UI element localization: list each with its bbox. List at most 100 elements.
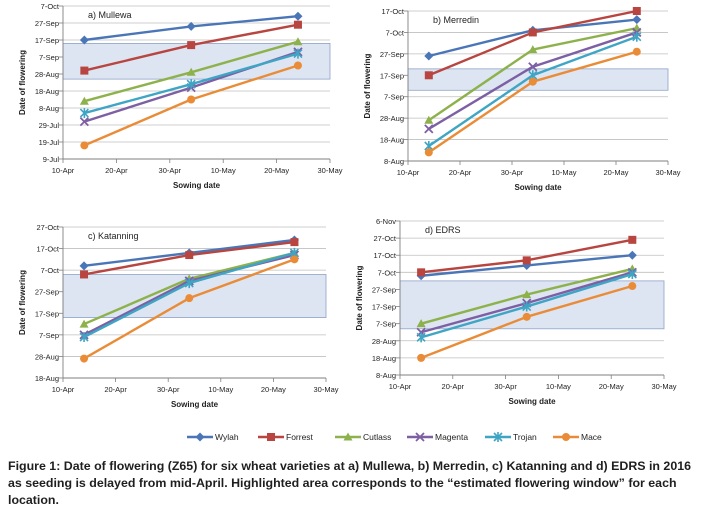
y-tick-label: 18-Aug (380, 136, 404, 145)
x-tick-label: 30-Apr (494, 382, 517, 391)
y-tick-label: 28-Aug (35, 352, 59, 361)
data-point (343, 432, 353, 441)
y-tick-label: 28-Aug (380, 114, 404, 123)
y-tick-label: 27-Sep (380, 50, 404, 59)
data-point (80, 354, 89, 363)
data-point (195, 432, 205, 442)
y-tick-label: 8-Aug (376, 371, 396, 380)
data-point (186, 21, 196, 31)
data-point (562, 433, 570, 441)
chart-panel: 18-Aug 28-Aug 7-Sep 17-Sep 27-Sep 7-Oct 17-Oct… (18, 223, 339, 409)
data-point (632, 7, 641, 15)
y-axis-title: Date of flowering (18, 270, 27, 335)
panel-title: d) EDRS (425, 225, 461, 235)
x-tick-label: 20-Apr (442, 382, 465, 391)
y-tick-label: 18-Aug (372, 354, 396, 363)
x-axis-title: Sowing date (508, 397, 556, 406)
data-point (528, 62, 538, 72)
data-point (80, 270, 89, 279)
panel-title: c) Katanning (88, 231, 139, 241)
panel-title: a) Mullewa (88, 10, 132, 20)
y-tick-label: 8-Aug (384, 157, 404, 166)
y-tick-label: 7-Oct (41, 266, 60, 275)
y-axis-title: Date of flowering (363, 53, 372, 118)
data-point (528, 45, 538, 54)
y-tick-label: 29-Jul (39, 121, 60, 130)
x-tick-label: 20-May (264, 166, 289, 175)
y-tick-label: 17-Oct (36, 245, 59, 254)
x-tick-label: 10-May (551, 168, 576, 177)
data-point (493, 432, 503, 442)
x-tick-label: 10-Apr (389, 382, 412, 391)
x-tick-label: 10-Apr (397, 168, 420, 177)
data-point (187, 41, 196, 50)
data-point (185, 294, 194, 303)
data-point (293, 20, 302, 29)
data-point (424, 115, 434, 124)
x-tick-label: 30-May (313, 385, 338, 394)
y-tick-label: 7-Sep (39, 53, 59, 62)
y-tick-label: 7-Oct (378, 268, 397, 277)
y-tick-label: 28-Aug (372, 337, 396, 346)
data-point (522, 290, 532, 299)
y-axis-title: Date of flowering (355, 265, 364, 330)
data-point (424, 71, 433, 80)
data-point (632, 31, 642, 42)
x-tick-label: 30-May (317, 166, 342, 175)
y-tick-label: 8-Aug (39, 104, 59, 113)
x-tick-label: 20-May (603, 168, 628, 177)
x-tick-label: 10-Apr (52, 166, 75, 175)
data-point (79, 332, 89, 343)
x-tick-label: 20-May (599, 382, 624, 391)
data-point (424, 124, 434, 134)
data-point (79, 261, 89, 271)
data-point (627, 269, 637, 280)
legend-entry: Trojan (513, 432, 537, 442)
y-tick-label: 27-Sep (35, 19, 59, 28)
y-tick-label: 17-Sep (380, 71, 404, 80)
x-tick-label: 30-Apr (501, 168, 524, 177)
data-point (417, 268, 426, 277)
data-point (416, 319, 426, 328)
figure-caption: Figure 1: Date of flowering (Z65) for si… (8, 459, 691, 507)
x-tick-label: 20-Apr (449, 168, 472, 177)
data-point (80, 141, 89, 150)
data-point (185, 251, 194, 260)
y-tick-label: 19-Jul (39, 138, 60, 147)
data-point (184, 278, 194, 289)
data-point (528, 28, 537, 37)
data-point (522, 312, 531, 321)
data-point (293, 48, 303, 59)
data-point (293, 11, 303, 21)
y-tick-label: 17-Sep (35, 309, 59, 318)
data-point (79, 108, 89, 119)
data-point (632, 47, 641, 56)
x-tick-label: 20-May (261, 385, 286, 394)
y-tick-label: 17-Oct (373, 251, 396, 260)
y-tick-label: 27-Sep (372, 285, 396, 294)
y-tick-label: 7-Sep (39, 331, 59, 340)
legend-entry: Forrest (286, 432, 314, 442)
chart-panel: 9-Jul 19-Jul 29-Jul 8-Aug 18-Aug 28-Aug 7-Sep 1… (18, 2, 343, 190)
x-tick-label: 10-May (546, 382, 571, 391)
y-tick-label: 27-Oct (373, 234, 396, 243)
data-point (522, 301, 532, 312)
data-point (293, 37, 303, 46)
x-tick-label: 10-May (211, 166, 236, 175)
x-tick-label: 30-Apr (157, 385, 180, 394)
data-point (522, 256, 531, 265)
x-axis-title: Sowing date (173, 181, 221, 190)
x-tick-label: 10-Apr (52, 385, 75, 394)
data-point (416, 332, 426, 343)
data-point (290, 238, 299, 247)
y-tick-label: 6-Nov (376, 217, 396, 226)
y-tick-label: 7-Oct (386, 28, 405, 37)
chart-panel: 8-Aug 18-Aug 28-Aug 7-Sep 17-Sep 27-Sep 7-Oct 1… (355, 217, 677, 406)
legend-entry: Wylah (215, 432, 239, 442)
x-tick-label: 10-May (208, 385, 233, 394)
data-point (293, 61, 302, 70)
flowering-window (62, 43, 331, 80)
y-tick-label: 17-Sep (372, 303, 396, 312)
y-tick-label: 28-Aug (35, 70, 59, 79)
x-tick-label: 20-Apr (105, 166, 128, 175)
